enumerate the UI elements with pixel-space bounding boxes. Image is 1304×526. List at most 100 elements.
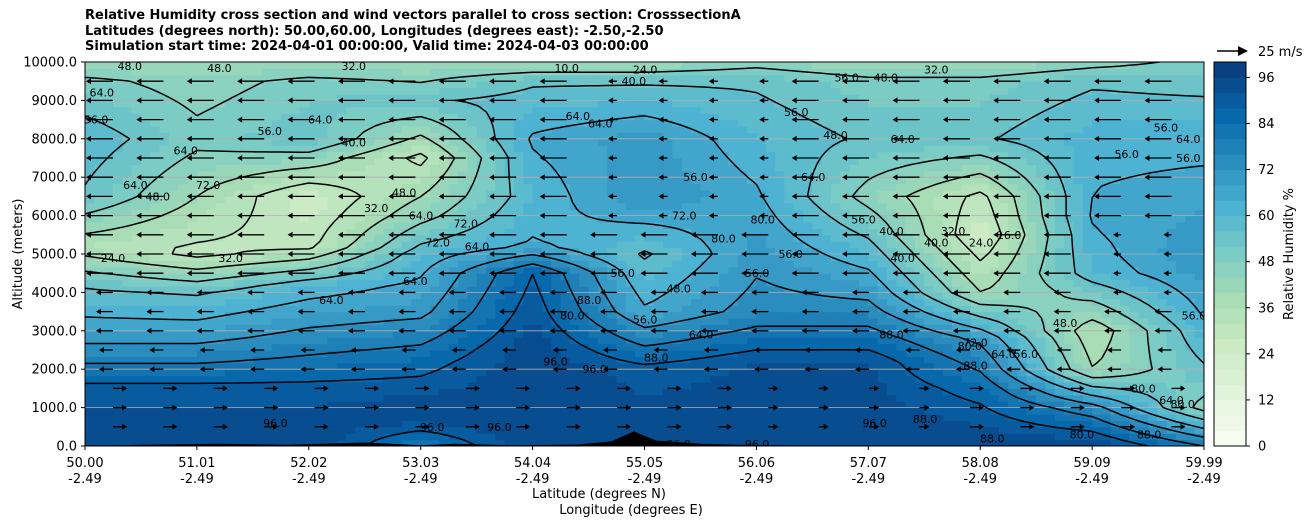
field-cell xyxy=(159,254,170,261)
field-cell xyxy=(252,298,263,306)
field-cell xyxy=(215,433,226,441)
field-cell xyxy=(756,209,767,217)
field-cell xyxy=(812,228,823,236)
field-cell xyxy=(1054,388,1065,396)
field-cell xyxy=(1026,324,1037,332)
field-cell xyxy=(364,394,375,402)
field-cell xyxy=(728,407,739,415)
field-cell xyxy=(579,279,590,287)
field-cell xyxy=(355,426,366,434)
field-cell xyxy=(681,375,692,383)
field-cell xyxy=(1045,228,1056,236)
field-cell xyxy=(476,343,487,351)
field-cell xyxy=(980,375,991,383)
field-cell xyxy=(383,260,394,268)
field-cell xyxy=(206,362,217,370)
field-cell xyxy=(803,356,813,364)
field-cell xyxy=(504,279,515,287)
field-cell xyxy=(775,414,785,421)
field-cell xyxy=(1054,362,1065,370)
field-cell xyxy=(467,273,478,281)
field-cell xyxy=(150,388,161,396)
field-cell xyxy=(914,222,925,229)
field-cell xyxy=(821,260,832,268)
field-cell xyxy=(1082,343,1093,351)
field-cell xyxy=(1017,228,1028,236)
field-cell xyxy=(467,298,478,306)
field-cell xyxy=(868,202,879,210)
field-cell xyxy=(448,260,459,268)
field-cell xyxy=(719,343,730,351)
field-cell xyxy=(775,382,785,389)
field-cell xyxy=(159,222,170,229)
field-cell xyxy=(243,305,254,313)
field-cell xyxy=(430,407,440,415)
field-cell xyxy=(803,228,813,236)
field-cell xyxy=(1045,305,1056,313)
field-cell xyxy=(476,401,487,409)
field-cell xyxy=(765,247,776,255)
field-cell xyxy=(1166,298,1177,306)
field-cell xyxy=(1176,273,1186,281)
field-cell xyxy=(914,330,925,338)
field-cell xyxy=(196,183,207,191)
field-cell xyxy=(747,433,757,441)
field-cell xyxy=(998,234,1009,242)
field-cell xyxy=(1110,401,1121,409)
field-cell xyxy=(579,330,590,338)
field-cell xyxy=(532,286,543,293)
field-cell xyxy=(1194,388,1204,396)
field-cell xyxy=(262,369,273,377)
field-cell xyxy=(1194,426,1204,434)
field-cell xyxy=(924,273,935,281)
field-cell xyxy=(1129,382,1140,389)
field-cell xyxy=(140,279,151,287)
field-cell xyxy=(709,247,720,255)
field-cell xyxy=(504,369,515,377)
field-cell xyxy=(374,388,384,396)
field-cell xyxy=(924,209,935,217)
field-cell xyxy=(616,433,627,441)
field-cell xyxy=(532,388,543,396)
field-cell xyxy=(94,298,105,306)
field-cell xyxy=(616,260,627,268)
field-cell xyxy=(952,228,963,236)
field-cell xyxy=(579,254,590,261)
field-cell xyxy=(504,305,515,313)
field-cell xyxy=(252,369,263,377)
field-cell xyxy=(1176,330,1186,338)
field-cell xyxy=(122,362,133,370)
field-cell xyxy=(765,286,776,293)
field-cell xyxy=(952,420,963,428)
field-cell xyxy=(607,292,618,300)
field-cell xyxy=(831,305,841,313)
field-cell xyxy=(942,382,953,389)
field-cell xyxy=(523,414,534,421)
field-cell xyxy=(877,388,888,396)
field-cell xyxy=(719,234,730,242)
field-cell xyxy=(504,433,515,441)
field-cell xyxy=(560,298,571,306)
field-cell xyxy=(793,433,804,441)
field-cell xyxy=(784,401,795,409)
field-cell xyxy=(635,209,646,217)
field-cell xyxy=(420,362,431,370)
field-cell xyxy=(1026,260,1037,268)
field-cell xyxy=(905,394,916,402)
field-cell xyxy=(187,228,198,236)
field-cell xyxy=(775,254,785,261)
field-cell xyxy=(318,330,329,338)
field-cell xyxy=(775,247,785,255)
field-cell xyxy=(1157,254,1168,261)
field-cell xyxy=(597,177,608,185)
field-cell xyxy=(94,375,105,383)
field-cell xyxy=(1129,190,1140,197)
field-cell xyxy=(299,202,310,210)
field-cell xyxy=(364,279,375,287)
field-cell xyxy=(840,343,851,351)
field-cell xyxy=(877,350,888,357)
field-cell xyxy=(868,190,879,197)
field-cell xyxy=(280,337,291,345)
field-cell xyxy=(607,318,618,325)
field-cell xyxy=(1176,375,1186,383)
